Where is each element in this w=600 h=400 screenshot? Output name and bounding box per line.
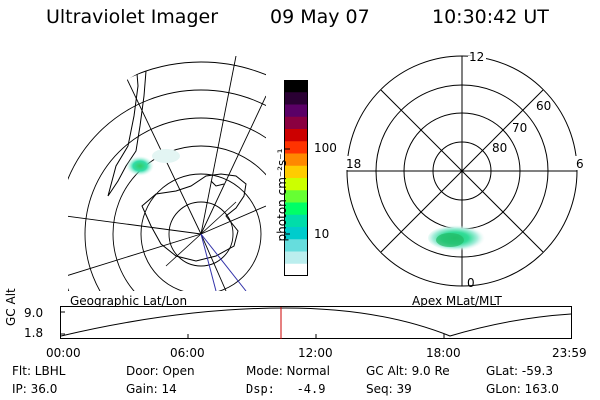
header-time: 10:30:42 UT [432, 6, 549, 28]
status-gc-alt: GC Alt: 9.0 Re [366, 364, 450, 378]
mlt-label-6: 6 [576, 157, 584, 171]
time-tick-1200: 12:00 [298, 346, 333, 360]
colorbar-segment [284, 165, 308, 179]
mlt-label-18: 18 [346, 157, 362, 171]
time-tick-0000: 00:00 [46, 346, 81, 360]
status-seq: Seq: 39 [366, 382, 412, 396]
altitude-ytick-high: 9.0 [24, 306, 44, 320]
colorbar-segment [284, 190, 308, 204]
header-date: 09 May 07 [270, 6, 370, 28]
status-glat: GLat: -59.3 [486, 364, 553, 378]
status-filter: Flt: LBHL [12, 364, 66, 378]
colorbar-segment [284, 153, 308, 167]
time-tick-1800: 18:00 [426, 346, 461, 360]
geo-panel-label: Geographic Lat/Lon [70, 294, 188, 308]
status-mode: Mode: Normal [246, 364, 330, 378]
colorbar-segment [284, 104, 308, 118]
colorbar-segment [284, 239, 308, 253]
altitude-ytick-low: 1.8 [24, 326, 44, 340]
lat-label-80: 80 [492, 141, 508, 155]
altitude-strip [60, 306, 572, 339]
colorbar-segment [284, 227, 308, 240]
polar-panel-label: Apex MLat/MLT [412, 294, 502, 308]
colorbar-segment [284, 141, 308, 155]
status-glon: GLon: 163.0 [486, 382, 559, 396]
colorbar-segment [284, 214, 308, 228]
geographic-map [68, 56, 266, 291]
time-tick-2359: 23:59 [552, 346, 587, 360]
colorbar-tick-10: 10 [314, 227, 330, 241]
status-dsp: Dsp: -4.9 [246, 382, 326, 396]
app-title: Ultraviolet Imager [46, 6, 219, 28]
polar-map [346, 55, 584, 287]
time-tick-0600: 06:00 [170, 346, 205, 360]
colorbar [284, 80, 308, 276]
colorbar-segment [284, 251, 308, 265]
lat-label-70: 70 [512, 121, 528, 135]
colorbar-segment [284, 178, 308, 191]
mlt-label-12: 12 [469, 50, 485, 64]
colorbar-tick-100: 100 [314, 141, 337, 155]
lat-label-60: 60 [536, 99, 552, 113]
status-gain: Gain: 14 [126, 382, 177, 396]
status-ip: IP: 36.0 [12, 382, 58, 396]
colorbar-segment [284, 92, 308, 106]
colorbar-segment [284, 202, 308, 216]
colorbar-segment [284, 129, 308, 142]
mlt-label-0: 0 [467, 276, 475, 290]
colorbar-unit-label: photon cm⁻²s⁻¹ [275, 148, 289, 242]
colorbar-segment [284, 263, 308, 276]
colorbar-segment [284, 80, 308, 93]
status-door: Door: Open [126, 364, 195, 378]
altitude-ylabel: GC Alt [4, 288, 18, 326]
colorbar-segment [284, 116, 308, 130]
